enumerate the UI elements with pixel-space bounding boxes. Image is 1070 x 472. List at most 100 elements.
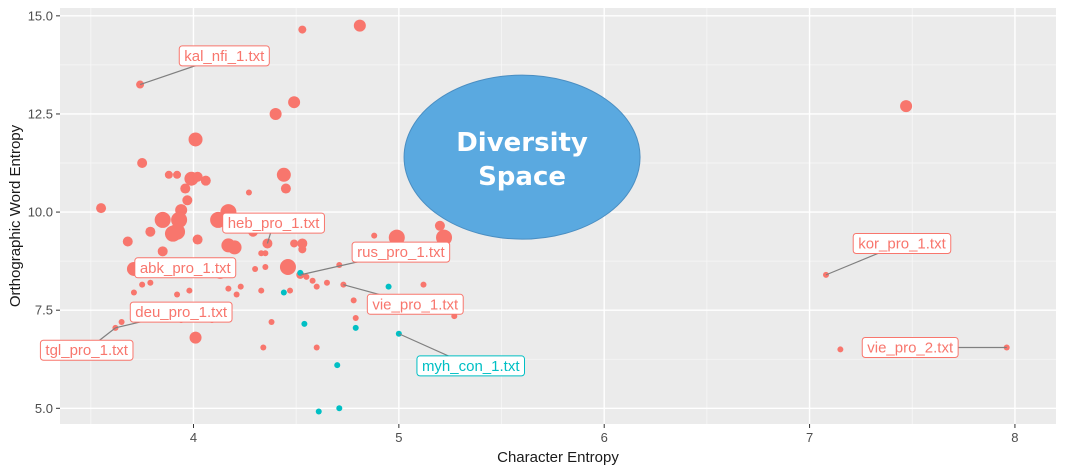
x-tick-label: 6 xyxy=(601,430,608,445)
data-point-red xyxy=(260,344,267,351)
annotation-box xyxy=(134,257,237,279)
y-axis-title: Orthographic Word Entropy xyxy=(7,124,24,307)
annotation-box xyxy=(39,339,134,361)
annotation-text: kor_pro_1.txt xyxy=(858,235,946,252)
data-point-red xyxy=(900,100,913,113)
data-point-teal xyxy=(301,320,308,327)
data-point-red xyxy=(227,240,242,255)
data-point-red xyxy=(303,273,310,280)
annotation-box xyxy=(222,212,325,234)
data-point-red xyxy=(245,189,252,196)
annotation-text: rus_pro_1.txt xyxy=(357,244,445,261)
annotation-box xyxy=(852,232,952,254)
data-point-red xyxy=(287,287,294,294)
data-point-red xyxy=(352,315,359,322)
data-point-red xyxy=(279,259,296,276)
annotation-label: deu_pro_1.txt xyxy=(115,301,233,329)
annotation-text: abk_pro_1.txt xyxy=(140,260,232,277)
annotation-text: myh_con_1.txt xyxy=(422,358,520,375)
data-point-red xyxy=(130,289,137,296)
diversity-space-ellipse: Diversity Space xyxy=(403,74,641,240)
annotation-text: deu_pro_1.txt xyxy=(135,304,228,321)
data-point-red xyxy=(210,211,227,228)
annotation-text: tgl_pro_1.txt xyxy=(45,342,128,359)
data-point-red xyxy=(313,283,320,290)
annotation-label: tgl_pro_1.txt xyxy=(39,327,134,361)
data-point-red xyxy=(297,238,308,249)
x-axis-ticks: 4 5 6 7 8 xyxy=(190,424,1019,445)
data-point-teal xyxy=(336,405,343,412)
data-point-teal xyxy=(315,408,322,415)
data-point-red xyxy=(237,283,244,290)
data-point-red xyxy=(268,318,275,325)
data-point-teal xyxy=(352,324,359,331)
data-point-red xyxy=(313,344,320,351)
annotation-box xyxy=(416,355,526,377)
data-point-red xyxy=(225,285,232,292)
data-point-red xyxy=(290,239,299,248)
annotation-box xyxy=(129,301,233,323)
data-point-red xyxy=(154,211,171,228)
annotation-box xyxy=(366,293,464,315)
data-point-red xyxy=(434,220,445,231)
annotation-label: kor_pro_1.txt xyxy=(825,232,952,276)
data-point-red xyxy=(200,175,211,186)
data-point-red xyxy=(139,281,146,288)
data-point-red xyxy=(189,331,202,344)
data-point-red xyxy=(157,246,168,257)
x-tick-label: 5 xyxy=(395,430,402,445)
data-point-red xyxy=(147,279,154,286)
data-point-red xyxy=(298,245,307,254)
annotation-text: kal_nfi_1.txt xyxy=(184,48,265,65)
data-point-teal xyxy=(385,283,392,290)
data-point-red xyxy=(309,277,316,284)
annotation-text: heb_pro_1.txt xyxy=(228,215,321,232)
data-point-red xyxy=(171,211,188,228)
data-point-red xyxy=(96,203,107,214)
data-point-red xyxy=(173,170,182,179)
annotation-box xyxy=(178,45,270,67)
y-tick-label: 5.0 xyxy=(35,401,53,416)
data-point-red xyxy=(298,25,307,34)
y-axis-ticks: 5.0 7.5 10.0 12.5 15.0 xyxy=(28,8,60,416)
data-point-red xyxy=(174,291,181,298)
data-point-red xyxy=(371,232,378,239)
x-axis-title: Character Entropy xyxy=(497,449,619,466)
data-point-red xyxy=(262,264,269,271)
data-point-red xyxy=(137,158,148,169)
data-point-red xyxy=(164,225,181,242)
data-point-red xyxy=(420,281,427,288)
annotation-box xyxy=(861,336,959,358)
data-point-red xyxy=(164,170,173,179)
annotation-label: vie_pro_2.txt xyxy=(861,336,1007,358)
x-tick-label: 4 xyxy=(190,430,197,445)
data-point-red xyxy=(388,229,405,246)
annotation-label: myh_con_1.txt xyxy=(398,333,526,377)
data-point-red xyxy=(182,195,193,206)
data-point-red xyxy=(258,250,265,257)
overlay-ellipse xyxy=(403,74,641,240)
data-point-red xyxy=(145,226,156,237)
annotation-label: heb_pro_1.txt xyxy=(222,212,325,244)
data-point-red xyxy=(180,183,191,194)
data-point-red xyxy=(252,265,259,272)
data-point-red xyxy=(192,171,203,182)
y-tick-label: 7.5 xyxy=(35,303,53,318)
data-point-red xyxy=(122,236,133,247)
x-tick-label: 7 xyxy=(806,430,813,445)
data-point-red xyxy=(186,287,193,294)
data-point-red xyxy=(837,346,844,353)
data-point-red xyxy=(269,107,282,120)
y-tick-label: 10.0 xyxy=(28,205,53,220)
annotation-label: rus_pro_1.txt xyxy=(300,241,451,276)
data-point-teal xyxy=(334,362,341,369)
series-teal-points xyxy=(280,269,402,415)
annotation-text: vie_pro_2.txt xyxy=(867,339,954,356)
data-point-red xyxy=(192,234,203,245)
data-point-red xyxy=(436,229,453,246)
data-point-red xyxy=(233,291,240,298)
data-point-red xyxy=(258,287,265,294)
y-tick-label: 12.5 xyxy=(28,106,53,121)
annotation-label: kal_nfi_1.txt xyxy=(139,45,270,86)
